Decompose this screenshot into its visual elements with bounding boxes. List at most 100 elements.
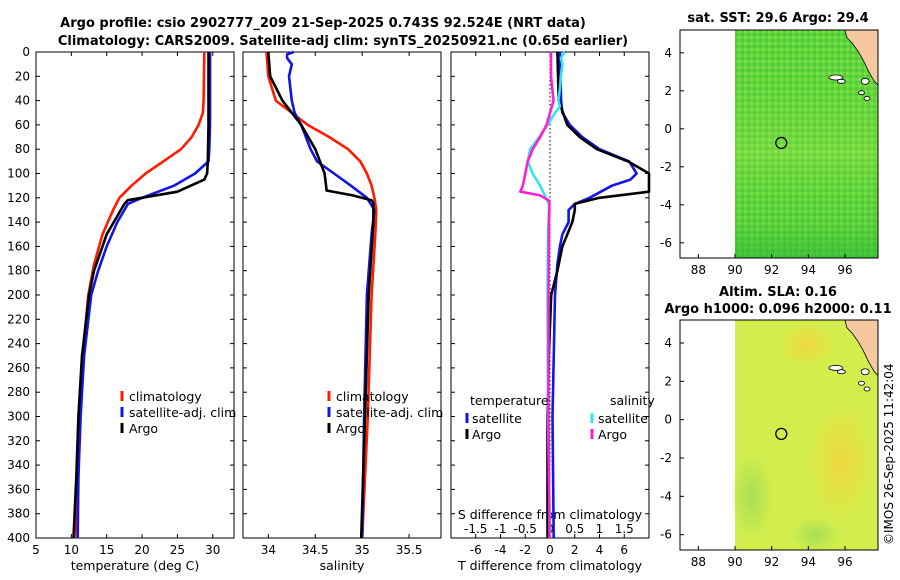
y-tick-label: 2 [664, 374, 672, 388]
difference-series-salinity-argo [518, 52, 555, 539]
x-tick-label: -4 [495, 543, 507, 557]
difference-series-temperature-satellite [551, 51, 638, 539]
x-tick-label: 88 [691, 263, 706, 277]
land-island [860, 77, 870, 85]
difference-xlabel: T difference from climatology [457, 558, 643, 573]
x-tick-label: 34.5 [302, 543, 329, 557]
legend-label-satellite: satellite-adj. clim [129, 405, 236, 420]
y-tick-label: 240 [7, 337, 30, 351]
y-tick-label: 2 [664, 84, 672, 98]
legend-label-temp-argo: Argo [472, 427, 501, 442]
x-tick-label: 34 [261, 543, 276, 557]
legend-label-argo: Argo [336, 421, 365, 436]
temperature-panel: 0 20 40 60 80 100 120 140 160 180 200 220 240 260 280 3… [7, 45, 236, 573]
sla-low-anomaly [789, 516, 842, 553]
temperature-series-satellite-adj-clim [76, 52, 212, 539]
y-tick-label: 380 [7, 507, 30, 521]
y-tick-label: 300 [7, 410, 30, 424]
sla-map-title-line1: Altim. SLA: 0.16 [719, 285, 837, 300]
y-tick-label: 180 [7, 264, 30, 278]
y-tick-label: 340 [7, 458, 30, 472]
legend-label-satellite: satellite-adj. clim [336, 405, 443, 420]
x-tick-label: 88 [691, 555, 706, 569]
imos-timestamp-watermark: ©IMOS 26-Sep-2025 11:42:04 [882, 363, 896, 545]
land-island [836, 369, 846, 375]
s-tick-label: 1.5 [615, 522, 634, 536]
y-tick-label: -4 [660, 489, 672, 503]
y-tick-label: -2 [660, 160, 672, 174]
legend-temperature-title: temperature [470, 393, 549, 408]
land-island [863, 96, 871, 101]
y-tick-label: 100 [7, 167, 30, 181]
land-sumatra-coast [844, 29, 879, 87]
sla-low-anomaly [729, 452, 774, 541]
x-tick-label: 90 [727, 555, 742, 569]
temperature-series-climatology [73, 51, 206, 539]
difference-series-temperature-argo [546, 51, 651, 538]
legend-label-climatology: climatology [336, 389, 409, 404]
argo-profile-location-marker [775, 427, 788, 441]
x-tick-label: 5 [32, 543, 40, 557]
sla-high-anomaly [776, 322, 837, 367]
y-tick-label: 120 [7, 191, 30, 205]
salinity-xlabel: salinity [320, 558, 365, 573]
x-tick-label: 0 [546, 543, 554, 557]
x-tick-label: 4 [596, 543, 604, 557]
y-tick-label: 20 [15, 69, 30, 83]
sla-map-panel: Altim. SLA: 0.16 Argo h1000: 0.096 h2000… [660, 285, 892, 569]
salinity-panel: 34 34.5 35 35.5 salinity climatologysatellite… [242, 50, 443, 573]
y-tick-label: 40 [15, 94, 30, 108]
x-tick-label: 94 [801, 263, 816, 277]
x-tick-label: 96 [837, 555, 852, 569]
sst-field-shading [735, 30, 878, 258]
temperature-axes-box [35, 51, 235, 539]
s-tick-label: -1.5 [464, 522, 487, 536]
land-island [860, 368, 870, 376]
sla_map-axes-box [679, 319, 879, 551]
y-tick-label: 60 [15, 118, 30, 132]
y-tick-label: 220 [7, 312, 30, 326]
land-island [858, 90, 865, 96]
legend-salinity-title: salinity [610, 393, 655, 408]
land-island [858, 380, 865, 386]
figure-title-line1: Argo profile: csio 2902777_209 21-Sep-20… [60, 16, 586, 31]
sla-map-title-line2: Argo h1000: 0.096 h2000: 0.11 [664, 302, 891, 317]
legend-label-argo: Argo [129, 421, 158, 436]
land-sumatra-coast [844, 319, 879, 377]
x-tick-label: 15 [99, 543, 114, 557]
y-tick-label: 80 [15, 142, 30, 156]
y-tick-label: 140 [7, 215, 30, 229]
land-island [828, 74, 844, 81]
x-tick-label: 10 [64, 543, 79, 557]
sla-high-anomaly [807, 401, 876, 522]
y-tick-label: 4 [664, 46, 672, 60]
y-tick-label: 4 [664, 336, 672, 350]
temperature-xlabel: temperature (deg C) [71, 558, 200, 573]
x-tick-label: -2 [519, 543, 531, 557]
figure-title-line2: Climatology: CARS2009. Satellite-adj cli… [58, 34, 628, 49]
x-tick-label: 92 [764, 555, 779, 569]
x-tick-label: 90 [727, 263, 742, 277]
y-tick-label: -2 [660, 451, 672, 465]
y-tick-label: -4 [660, 198, 672, 212]
sst-map-panel: sat. SST: 29.6 Argo: 29.4 88 90 92 94 96 4 2 0 -… [660, 11, 879, 277]
difference-panel: -6 -4 -2 0 2 4 6T difference from climatologyS… [450, 51, 655, 573]
sst_map-axes-box [679, 29, 879, 259]
x-tick-label: 96 [837, 263, 852, 277]
y-tick-label: 0 [22, 45, 30, 59]
legend-label-sal-sal_argo: Argo [598, 427, 627, 442]
s-tick-label: -1 [495, 522, 507, 536]
salinity-axes-box [242, 51, 442, 539]
x-tick-label: 25 [170, 543, 185, 557]
salinity-series-argo [267, 51, 375, 539]
y-tick-label: 260 [7, 361, 30, 375]
x-tick-label: 92 [764, 263, 779, 277]
x-tick-label: 30 [205, 543, 220, 557]
salinity-series-climatology [265, 51, 378, 539]
x-tick-label: 35 [355, 543, 370, 557]
x-tick-label: 20 [134, 543, 149, 557]
land-island [836, 78, 846, 84]
y-tick-label: 0 [664, 413, 672, 427]
x-tick-label: -6 [470, 543, 482, 557]
